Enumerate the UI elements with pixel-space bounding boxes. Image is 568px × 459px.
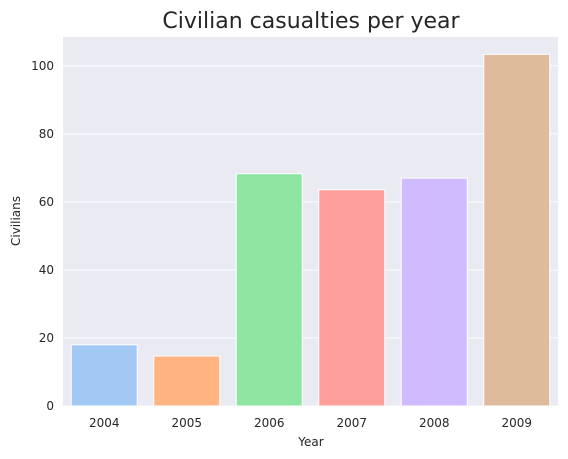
y-tick-labels: 0 20 40 60 80 100 xyxy=(31,59,54,413)
bar-2007 xyxy=(319,190,385,406)
bar-2004 xyxy=(71,345,137,406)
x-tick-label-2007: 2007 xyxy=(336,416,367,430)
y-tick-label: 0 xyxy=(46,399,54,413)
x-tick-label-2005: 2005 xyxy=(171,416,202,430)
bar-2006 xyxy=(236,174,302,406)
x-axis-label: Year xyxy=(297,435,323,449)
x-tick-label-2004: 2004 xyxy=(89,416,120,430)
y-tick-label: 60 xyxy=(39,195,54,209)
bar-2009 xyxy=(484,54,550,406)
chart-title: Civilian casualties per year xyxy=(162,9,460,34)
x-tick-label-2009: 2009 xyxy=(501,416,532,430)
y-tick-label: 20 xyxy=(39,331,54,345)
y-tick-label: 40 xyxy=(39,263,54,277)
y-axis-label: Civilians xyxy=(9,196,23,246)
y-tick-label: 80 xyxy=(39,127,54,141)
bar-2005 xyxy=(154,356,220,406)
bar-2008 xyxy=(401,178,467,406)
x-tick-labels: 2004 2005 2006 2007 2008 2009 xyxy=(89,416,532,430)
y-tick-label: 100 xyxy=(31,59,54,73)
x-tick-label-2006: 2006 xyxy=(254,416,285,430)
x-tick-label-2008: 2008 xyxy=(419,416,450,430)
